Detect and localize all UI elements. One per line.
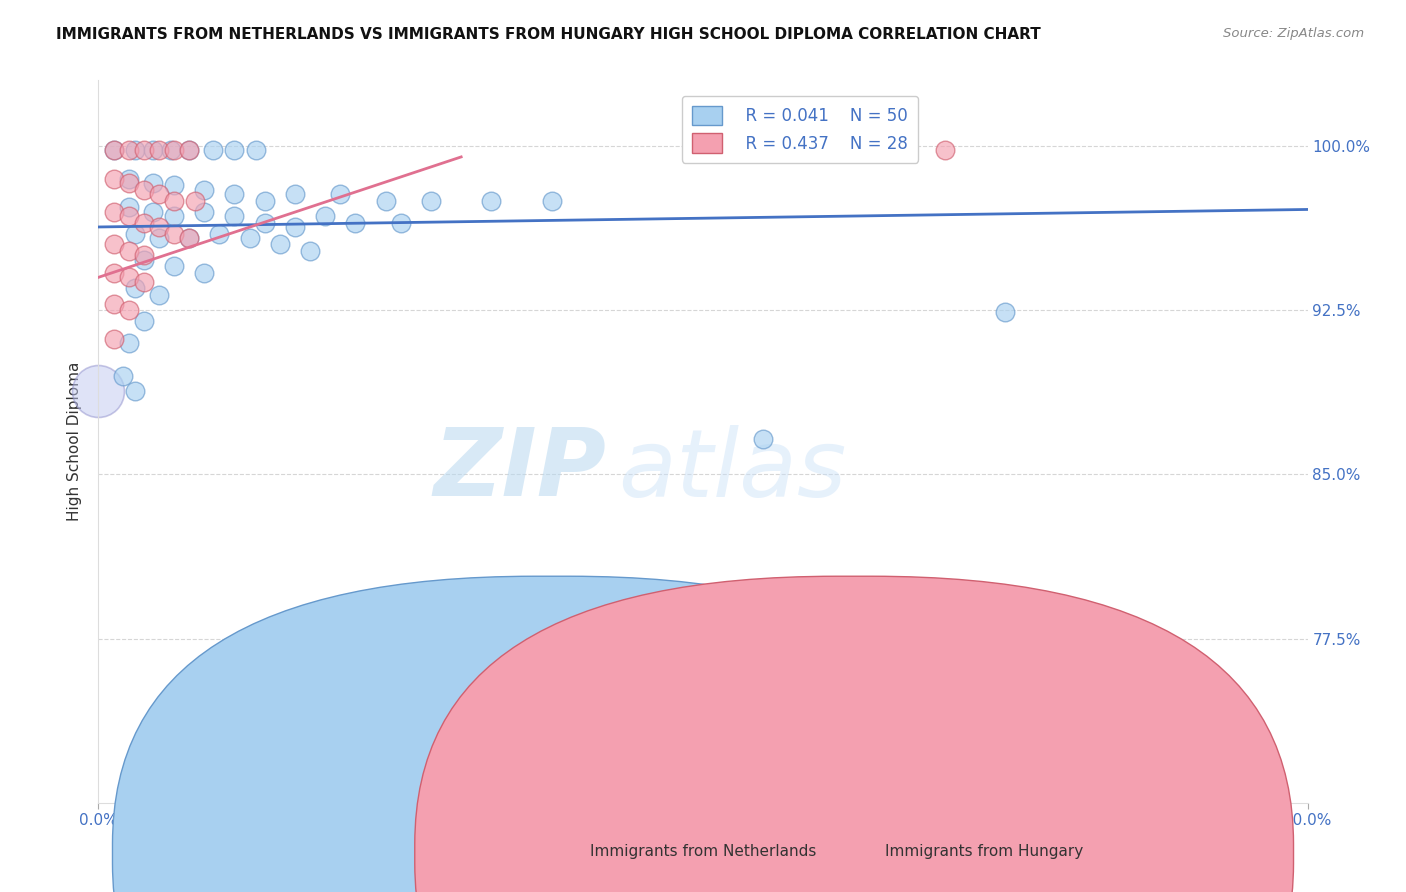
Point: [253, 194, 276, 208]
Point: [284, 219, 307, 234]
Point: [163, 260, 186, 274]
Point: [132, 183, 155, 197]
Text: ZIP: ZIP: [433, 425, 606, 516]
Point: [374, 194, 396, 208]
Point: [118, 336, 141, 351]
Point: [299, 244, 322, 258]
Point: [163, 178, 186, 193]
Point: [118, 176, 141, 190]
Point: [118, 303, 141, 318]
Point: [193, 183, 215, 197]
Point: [148, 288, 170, 302]
Point: [239, 231, 262, 245]
Point: [142, 176, 165, 190]
Point: [179, 144, 201, 158]
Point: [103, 171, 125, 186]
Point: [208, 227, 231, 241]
Point: [179, 231, 201, 245]
Point: [118, 171, 141, 186]
Point: [224, 144, 246, 158]
Point: [118, 209, 141, 223]
Point: [103, 296, 125, 310]
Point: [224, 187, 246, 202]
Point: [118, 270, 141, 285]
Point: [202, 144, 225, 158]
Text: IMMIGRANTS FROM NETHERLANDS VS IMMIGRANTS FROM HUNGARY HIGH SCHOOL DIPLOMA CORRE: IMMIGRANTS FROM NETHERLANDS VS IMMIGRANT…: [56, 27, 1040, 42]
Point: [163, 209, 186, 223]
Point: [87, 384, 110, 399]
Point: [314, 209, 336, 223]
Point: [389, 216, 412, 230]
Point: [163, 194, 186, 208]
Point: [124, 227, 146, 241]
Point: [224, 209, 246, 223]
Point: [245, 144, 267, 158]
Y-axis label: High School Diploma: High School Diploma: [67, 362, 83, 521]
Point: [132, 248, 155, 262]
Point: [124, 144, 146, 158]
Point: [132, 314, 155, 328]
Point: [103, 237, 125, 252]
Point: [132, 252, 155, 267]
Point: [179, 231, 201, 245]
Point: [124, 384, 146, 399]
Point: [540, 194, 562, 208]
Text: Source: ZipAtlas.com: Source: ZipAtlas.com: [1223, 27, 1364, 40]
Point: [344, 216, 367, 230]
Point: [148, 144, 170, 158]
Point: [184, 194, 207, 208]
Point: [160, 144, 183, 158]
Point: [269, 237, 291, 252]
Text: Immigrants from Hungary: Immigrants from Hungary: [884, 845, 1084, 859]
Point: [420, 194, 443, 208]
Point: [142, 144, 165, 158]
Point: [148, 219, 170, 234]
Point: [329, 632, 352, 646]
Point: [118, 244, 141, 258]
Point: [103, 144, 125, 158]
Point: [934, 144, 956, 158]
Point: [163, 227, 186, 241]
Point: [253, 216, 276, 230]
Point: [148, 187, 170, 202]
Point: [193, 204, 215, 219]
Point: [118, 144, 141, 158]
Point: [752, 433, 775, 447]
Point: [148, 231, 170, 245]
Point: [994, 305, 1017, 319]
Point: [132, 275, 155, 289]
Point: [965, 632, 987, 646]
Point: [103, 144, 125, 158]
Point: [284, 187, 307, 202]
Point: [329, 187, 352, 202]
Point: [132, 216, 155, 230]
Point: [179, 144, 201, 158]
Point: [142, 204, 165, 219]
Point: [103, 266, 125, 280]
Point: [124, 281, 146, 295]
Point: [163, 144, 186, 158]
Text: atlas: atlas: [619, 425, 846, 516]
Point: [111, 368, 134, 383]
Point: [481, 194, 503, 208]
Point: [193, 266, 215, 280]
Text: Immigrants from Netherlands: Immigrants from Netherlands: [589, 845, 817, 859]
Point: [103, 204, 125, 219]
Point: [103, 332, 125, 346]
Point: [132, 144, 155, 158]
Point: [118, 200, 141, 214]
Legend:   R = 0.041    N = 50,   R = 0.437    N = 28: R = 0.041 N = 50, R = 0.437 N = 28: [682, 95, 918, 162]
